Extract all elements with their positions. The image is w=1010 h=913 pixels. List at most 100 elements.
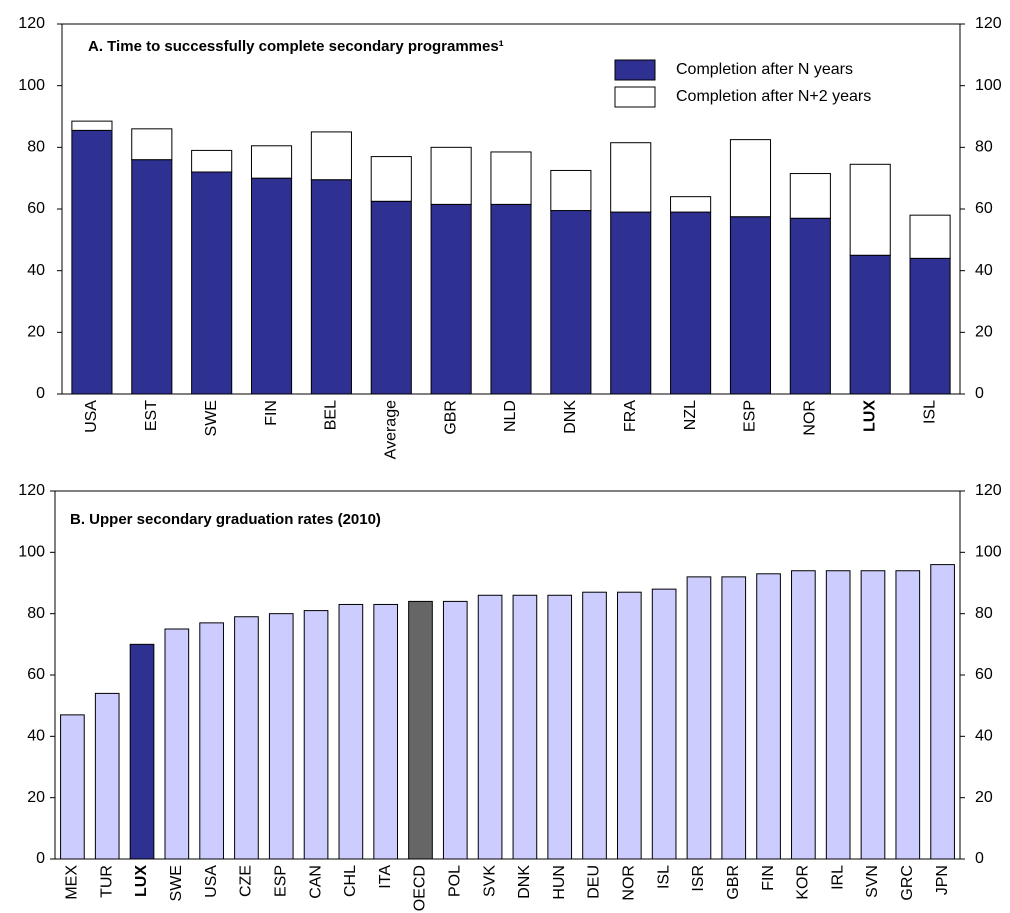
y2-tick-label: 60 bbox=[975, 666, 993, 683]
x-tick-label: HUN bbox=[551, 865, 568, 900]
bar-segment bbox=[789, 217, 831, 395]
y-tick-label: 20 bbox=[27, 789, 45, 806]
x-tick-label: NLD bbox=[502, 400, 519, 432]
bar-segment bbox=[849, 254, 891, 395]
bar bbox=[199, 622, 224, 860]
bar-segment bbox=[670, 196, 712, 213]
bar bbox=[686, 576, 712, 860]
bar-segment bbox=[909, 214, 951, 259]
bar-segment bbox=[490, 203, 532, 395]
x-tick-label: DNK bbox=[562, 400, 579, 434]
x-tick-label: ITA bbox=[377, 865, 394, 889]
y2-tick-label: 100 bbox=[975, 77, 1002, 94]
plot-frame bbox=[54, 490, 961, 860]
bar bbox=[930, 564, 955, 860]
bar bbox=[721, 576, 747, 860]
x-tick-label: USA bbox=[83, 400, 100, 433]
x-tick-label: LUX bbox=[133, 865, 150, 897]
y-tick-label: 20 bbox=[27, 324, 45, 341]
y2-tick-label: 60 bbox=[975, 200, 993, 217]
bar bbox=[60, 714, 85, 860]
bar-segment bbox=[610, 142, 652, 213]
y2-tick-label: 40 bbox=[975, 262, 993, 279]
y-tick-label: 80 bbox=[27, 139, 45, 156]
x-tick-label: DNK bbox=[516, 865, 533, 899]
chart-title: B. Upper secondary graduation rates (201… bbox=[70, 511, 381, 528]
bar bbox=[791, 570, 816, 860]
bar bbox=[303, 610, 329, 860]
bar-segment bbox=[370, 200, 412, 395]
bar bbox=[338, 603, 364, 860]
bar bbox=[512, 594, 538, 860]
x-tick-label: GRC bbox=[899, 865, 916, 901]
x-tick-label: SVK bbox=[481, 865, 498, 897]
bar-segment bbox=[849, 163, 891, 256]
y2-tick-label: 20 bbox=[975, 789, 993, 806]
legend-label: Completion after N+2 years bbox=[676, 88, 871, 105]
bar-segment bbox=[550, 210, 592, 395]
y-tick-label: 80 bbox=[27, 605, 45, 622]
y2-tick-label: 0 bbox=[975, 850, 984, 867]
bar-segment bbox=[670, 211, 712, 395]
y-tick-label: 120 bbox=[18, 15, 45, 32]
x-tick-label: SVN bbox=[864, 865, 881, 898]
x-tick-label: GBR bbox=[725, 865, 742, 900]
bar bbox=[756, 573, 781, 860]
bar bbox=[164, 628, 190, 860]
x-tick-label: USA bbox=[203, 865, 220, 898]
legend-label: Completion after N years bbox=[676, 61, 853, 78]
bar-segment bbox=[550, 169, 592, 212]
x-tick-label: TUR bbox=[98, 865, 115, 898]
bar-segment bbox=[909, 257, 951, 395]
bar bbox=[234, 616, 259, 860]
x-tick-label: POL bbox=[447, 865, 464, 897]
x-tick-label: EST bbox=[143, 400, 160, 431]
y2-tick-label: 120 bbox=[975, 15, 1002, 32]
bar-segment bbox=[310, 131, 352, 181]
x-tick-label: ISL bbox=[921, 400, 938, 424]
bar bbox=[547, 594, 573, 860]
x-tick-label: FIN bbox=[760, 865, 777, 891]
bar-segment bbox=[729, 216, 772, 395]
chart-title: A. Time to successfully complete seconda… bbox=[88, 38, 504, 55]
y2-tick-label: 80 bbox=[975, 139, 993, 156]
bar bbox=[373, 603, 399, 860]
x-tick-label: JPN bbox=[934, 865, 951, 895]
x-tick-label: DEU bbox=[586, 865, 603, 899]
x-tick-label: IRL bbox=[829, 865, 846, 890]
x-tick-label: CZE bbox=[238, 865, 255, 897]
y-tick-label: 120 bbox=[18, 482, 45, 499]
x-tick-label: NOR bbox=[621, 865, 638, 901]
y2-tick-label: 100 bbox=[975, 544, 1002, 561]
bar-segment bbox=[729, 139, 772, 218]
bar bbox=[94, 692, 120, 860]
y-tick-label: 40 bbox=[27, 262, 45, 279]
x-tick-label: ESP bbox=[272, 865, 289, 897]
y-tick-label: 40 bbox=[27, 728, 45, 745]
bar-segment bbox=[610, 211, 652, 395]
x-tick-label: SWE bbox=[168, 865, 185, 901]
bar bbox=[442, 600, 468, 860]
bar-segment bbox=[430, 203, 472, 395]
x-tick-label: BEL bbox=[323, 400, 340, 430]
bar bbox=[129, 643, 155, 860]
bar-segment bbox=[789, 173, 831, 219]
bar bbox=[582, 591, 607, 860]
x-tick-label: OECD bbox=[412, 865, 429, 911]
x-tick-label: Average bbox=[382, 400, 399, 459]
y-tick-label: 0 bbox=[36, 385, 45, 402]
bar bbox=[408, 600, 433, 860]
x-tick-label: KOR bbox=[795, 865, 812, 900]
y2-tick-label: 40 bbox=[975, 728, 993, 745]
bar bbox=[477, 594, 503, 860]
x-tick-label: FIN bbox=[263, 400, 280, 426]
x-tick-label: CHL bbox=[342, 865, 359, 897]
bar bbox=[616, 591, 642, 860]
y2-tick-label: 80 bbox=[975, 605, 993, 622]
x-tick-label: SWE bbox=[203, 400, 220, 436]
x-tick-label: NOR bbox=[802, 400, 819, 436]
bar bbox=[651, 588, 677, 860]
x-tick-label: FRA bbox=[622, 400, 639, 432]
y-tick-label: 100 bbox=[18, 77, 45, 94]
